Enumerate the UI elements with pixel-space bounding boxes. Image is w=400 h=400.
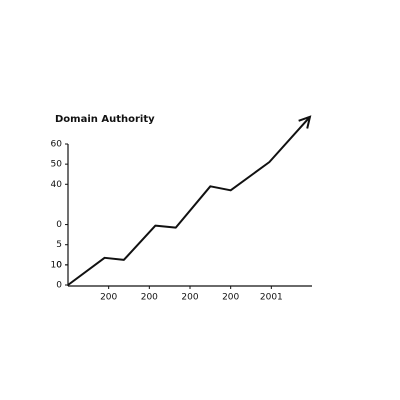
y-tick-label: 50 <box>51 160 63 170</box>
chart-title: Domain Authority <box>55 114 155 125</box>
y-tick-label: 0 <box>56 281 62 291</box>
line <box>67 116 311 286</box>
x-tick-label: 200 <box>181 293 198 303</box>
y-tick-label: 40 <box>51 180 63 190</box>
x-tick-label: 200 <box>141 293 158 303</box>
x-tick-label: 200 <box>222 293 239 303</box>
x-tick-label: 200 <box>100 293 117 303</box>
y-tick-label: 5 <box>56 240 62 250</box>
y-tick-label: 0 <box>56 220 62 230</box>
y-tick-label: 0 <box>56 260 62 270</box>
arrow-head <box>298 115 312 129</box>
y-tick-label: 60 <box>51 140 63 150</box>
x-tick-label: 2001 <box>260 293 283 303</box>
y-tick-label: 10 <box>51 260 63 270</box>
